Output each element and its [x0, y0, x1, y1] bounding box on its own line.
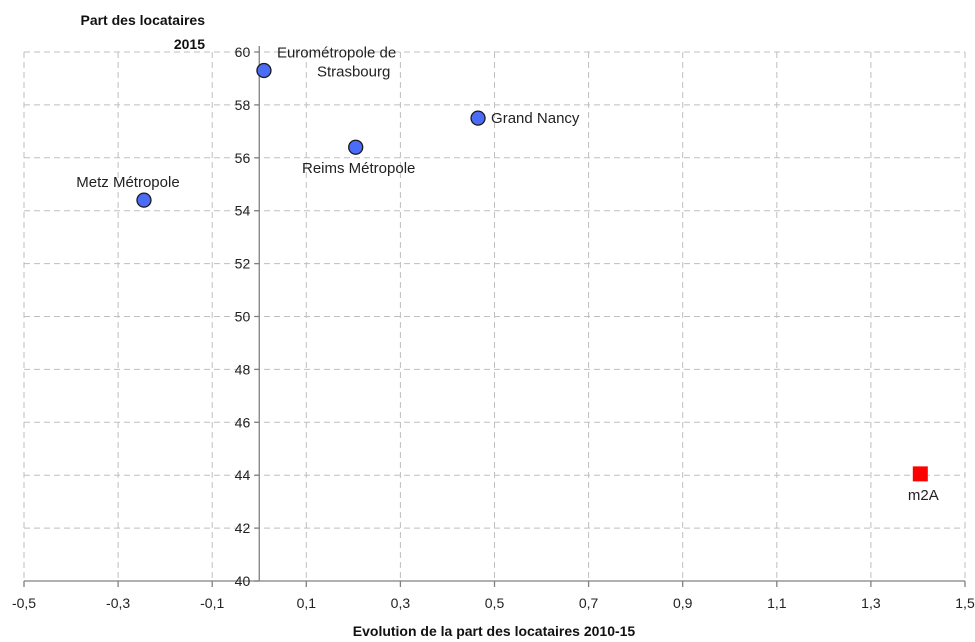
x-tick-label: -0,1: [200, 595, 224, 611]
y-tick-label: 58: [235, 97, 251, 113]
point-label-layer: Eurométropole de Strasbourg Grand Nancy Rei…: [76, 45, 938, 504]
data-point-circle: [256, 62, 272, 79]
y-tick-label: 52: [235, 256, 251, 272]
data-point-circle: [136, 192, 152, 208]
data-point-circle: [470, 110, 486, 126]
y-tick-label: 40: [235, 573, 251, 589]
x-tick-label: 0,7: [579, 595, 599, 611]
y-axis-title-line-1: Part des locataires: [80, 12, 205, 28]
x-tick-label: 0,1: [297, 595, 317, 611]
x-tick-label: 1,1: [767, 595, 787, 611]
grid-layer: [23, 51, 966, 581]
point-label: Reims Métropole: [302, 160, 415, 177]
point-label: Eurométropole de: [277, 45, 396, 62]
x-tick-label: 1,5: [955, 595, 975, 611]
axis-layer: [23, 46, 966, 587]
y-tick-label: 60: [235, 44, 251, 60]
data-point-circle: [348, 139, 364, 155]
point-label: Metz Métropole: [76, 174, 179, 191]
point-label: Strasbourg: [317, 64, 390, 81]
y-tick-label: 44: [235, 467, 251, 483]
y-tick-label: 56: [235, 150, 251, 166]
y-tick-label: 46: [235, 414, 251, 430]
y-tick-label: 54: [235, 203, 251, 219]
point-label: m2A: [908, 487, 939, 504]
x-tick-label: -0,5: [12, 595, 36, 611]
y-tick-label: 50: [235, 309, 251, 325]
x-tick-label: 0,5: [485, 595, 505, 611]
data-point-layer: [136, 62, 928, 482]
y-tick-label: 48: [235, 361, 251, 377]
y-tick-label: 42: [235, 520, 251, 536]
x-tick-label: 0,3: [391, 595, 411, 611]
tick-label-layer: -0,5 -0,3 -0,1 0,1 0,3 0,5 0,7 0,9 1,1 1,3 1,5 40 42…: [12, 44, 975, 611]
axis-title-layer: Part des locataires 2015 Evolution de la…: [80, 12, 635, 639]
point-label: Grand Nancy: [491, 110, 580, 127]
data-point-square: [912, 466, 928, 482]
x-tick-label: 1,3: [861, 595, 881, 611]
y-axis-title-line-2: 2015: [174, 36, 205, 52]
x-tick-label: 0,9: [673, 595, 693, 611]
x-axis-title: Evolution de la part des locataires 2010…: [353, 623, 636, 639]
x-tick-label: -0,3: [106, 595, 130, 611]
